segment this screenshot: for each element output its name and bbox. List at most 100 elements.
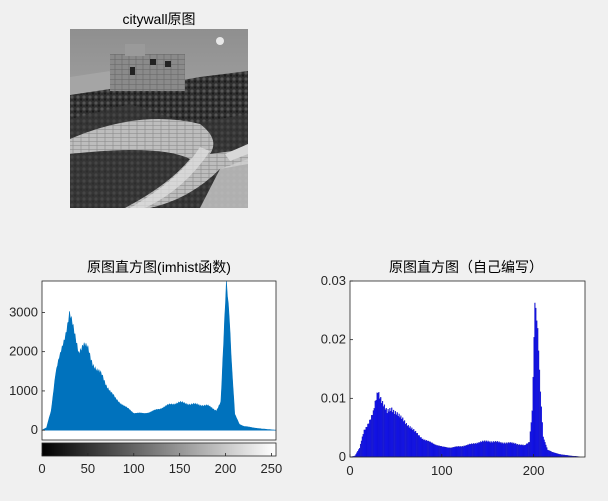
custom-hist-bar [469, 443, 471, 458]
custom-hist-bar [434, 444, 436, 458]
custom-hist-bar [429, 441, 431, 458]
custom-hist-bar [553, 452, 555, 458]
custom-hist-bar [359, 443, 362, 458]
custom-hist-bar [410, 428, 412, 458]
custom-hist-bar [493, 442, 496, 458]
custom-hist-bar [456, 446, 458, 458]
custom-hist-bar [505, 442, 508, 458]
custom-hist-bar [549, 450, 551, 458]
custom-hist-bar [471, 444, 474, 458]
custom-hist-bar [521, 445, 523, 458]
custom-hist-bar [396, 412, 398, 458]
custom-xtick-label: 200 [523, 463, 545, 478]
custom-hist-bar [543, 439, 545, 458]
custom-hist-bar [510, 443, 512, 458]
custom-hist-bar [550, 451, 553, 458]
custom-hist-bar [454, 446, 456, 458]
custom-hist-bar [533, 337, 535, 458]
custom-hist-bar [438, 445, 441, 458]
custom-hist-bar [383, 404, 385, 458]
custom-hist-bar [414, 431, 416, 458]
custom-hist-bar [369, 419, 371, 458]
custom-hist-bar [468, 444, 470, 458]
custom-hist-bar [416, 433, 419, 458]
custom-hist-bar [391, 407, 393, 458]
custom-hist-bar [406, 426, 408, 458]
custom-hist-bar [430, 442, 432, 458]
custom-hist-bar [449, 447, 452, 458]
imhist-title: 原图直方图(imhist函数) [87, 259, 231, 275]
custom-hist-bar [426, 440, 428, 458]
custom-hist-bar [471, 443, 473, 458]
custom-hist-bar [513, 442, 515, 458]
custom-hist-bar [479, 442, 481, 458]
custom-hist-bar [450, 447, 452, 458]
custom-hist-bar [495, 442, 497, 458]
custom-hist-bar [376, 392, 378, 458]
custom-hist-bar [359, 447, 361, 458]
custom-hist-bar [432, 443, 434, 458]
custom-hist-bar [512, 443, 514, 458]
custom-hist-bar [527, 442, 530, 458]
custom-hist-bar [401, 419, 403, 458]
custom-hist-bar [531, 410, 533, 458]
custom-hist-bar [544, 442, 546, 458]
custom-hist-bar [542, 436, 544, 458]
custom-hist-bar [532, 376, 534, 458]
custom-hist-bar [464, 445, 466, 458]
custom-hist-bar [370, 415, 373, 458]
custom-hist-bar [368, 423, 370, 458]
custom-hist-bar [519, 445, 521, 458]
custom-hist-bar [382, 406, 385, 458]
custom-axes-frame [349, 280, 586, 458]
custom-hist-bar [384, 409, 386, 458]
custom-hist-bar [366, 426, 368, 458]
custom-hist-bar [460, 446, 463, 458]
custom-hist-bar [425, 440, 427, 458]
custom-hist-bar [555, 453, 557, 458]
custom-hist-bar [476, 442, 478, 458]
custom-hist-bar [457, 446, 459, 458]
custom-hist-bar [505, 443, 507, 458]
custom-hist-bar [493, 441, 495, 458]
custom-xtick-label: 100 [431, 463, 453, 478]
custom-hist-bar [375, 399, 377, 458]
custom-hist-bar [477, 443, 479, 458]
custom-hist-bar [559, 454, 561, 458]
custom-hist-bar [446, 447, 448, 458]
custom-hist-bar [491, 441, 493, 458]
custom-hist-bar [356, 452, 358, 458]
custom-hist-bar [516, 443, 519, 458]
custom-hist-bar [549, 451, 552, 458]
custom-hist-bar [538, 350, 540, 458]
custom-hist-bar [530, 422, 532, 458]
custom-hist-bar [358, 449, 360, 458]
custom-hist-bar [404, 420, 406, 458]
custom-hist-bar [535, 307, 537, 458]
custom-hist-bar [413, 429, 415, 458]
custom-hist-bar [389, 407, 391, 458]
custom-hist-bar [407, 425, 409, 458]
custom-hist-bar [415, 433, 418, 458]
custom-hist-bar [392, 412, 394, 458]
custom-hist-bar [523, 445, 525, 458]
imhist-ytick-label: 0 [31, 422, 38, 437]
custom-hist-bar [379, 398, 381, 458]
custom-hist-bar [405, 423, 407, 458]
custom-hist-bar [385, 408, 387, 458]
custom-hist-bar [415, 430, 417, 458]
custom-hist-bar [443, 446, 445, 458]
custom-hist-bar [482, 440, 484, 458]
custom-hist-bar [524, 445, 526, 458]
custom-hist-bar [478, 442, 480, 458]
custom-hist-bar [548, 450, 550, 458]
custom-hist-bar [399, 417, 401, 458]
custom-hist-bar [398, 413, 400, 458]
custom-hist-bar [472, 443, 475, 458]
custom-hist-bar [362, 434, 364, 458]
custom-hist-bar [511, 442, 513, 458]
custom-hist-bar [447, 447, 449, 458]
custom-hist-bar [449, 447, 451, 458]
custom-hist-bar [486, 441, 488, 458]
custom-hist-bar [527, 443, 529, 458]
